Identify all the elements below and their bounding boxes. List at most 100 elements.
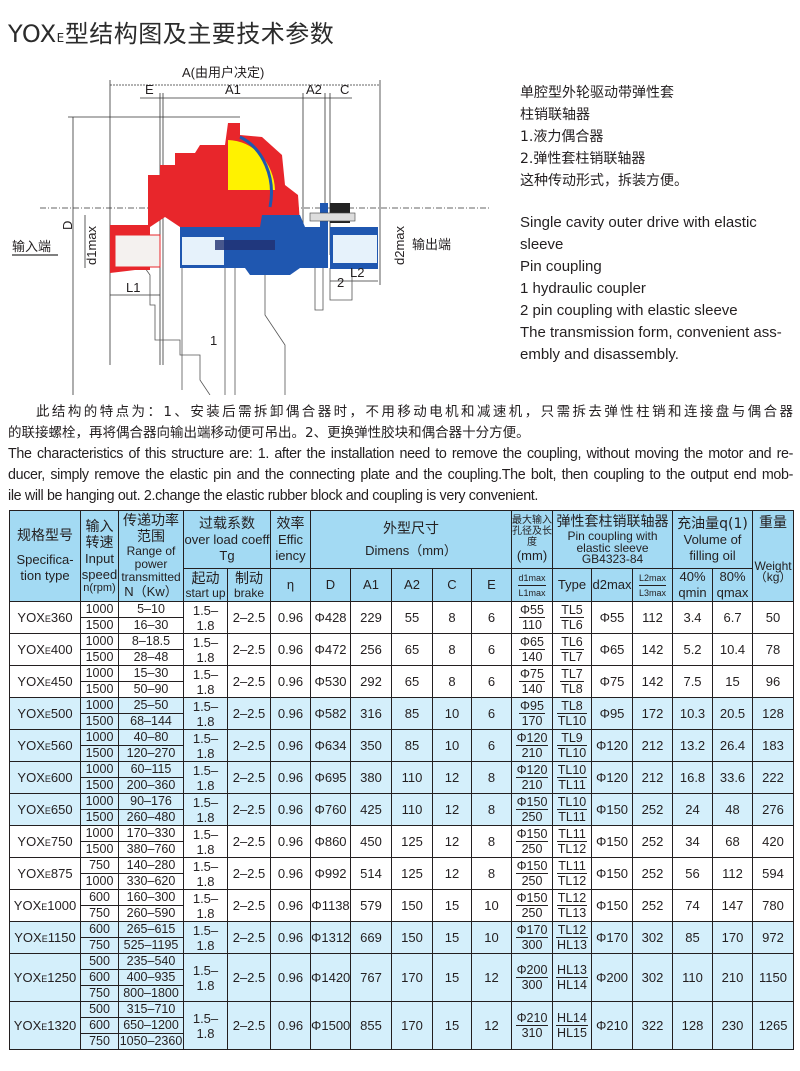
header-speed: 输入转速 Input speed n(rpm) bbox=[80, 510, 119, 602]
header-oil: 充油量q(1) Volume of filling oil bbox=[672, 510, 754, 569]
header-d2max: d2max bbox=[591, 568, 633, 602]
header-a2: A2 bbox=[391, 568, 433, 602]
label-a: A(由用户决定) bbox=[182, 65, 264, 80]
table-row: YOXE1150 600 750 265–615 525–1195 1.5–1.8 2–2.… bbox=[9, 921, 795, 954]
l2-cell: 252 bbox=[631, 825, 674, 858]
label-a1: A1 bbox=[225, 82, 241, 97]
qmin-cell: 10.3 bbox=[672, 697, 714, 730]
c-cell: 8 bbox=[432, 633, 472, 666]
speed-cell: 1000 1500 bbox=[80, 633, 119, 666]
e-cell: 6 bbox=[471, 697, 512, 730]
e-cell: 12 bbox=[471, 1001, 512, 1050]
c-cell: 10 bbox=[432, 729, 472, 762]
header-bore: 最大输入孔径及长度 (mm) bbox=[511, 510, 553, 569]
a2-cell: 65 bbox=[391, 633, 433, 666]
dimension-lines bbox=[12, 80, 490, 395]
qmax-cell: 230 bbox=[712, 1001, 754, 1050]
header-e: E bbox=[471, 568, 512, 602]
label-part-1: 1 bbox=[210, 333, 217, 348]
brake-coeff-cell: 2–2.5 bbox=[227, 697, 271, 730]
power-cell: 90–176 260–480 bbox=[118, 793, 184, 826]
label-c: C bbox=[340, 82, 349, 97]
power-cell: 235–540 400–935 800–1800 bbox=[118, 953, 184, 1002]
label-l2: L2 bbox=[350, 265, 364, 280]
a2-cell: 170 bbox=[391, 953, 433, 1002]
weight-cell: 50 bbox=[752, 601, 795, 634]
e-cell: 10 bbox=[471, 889, 512, 922]
weight-cell: 780 bbox=[752, 889, 795, 922]
c-cell: 15 bbox=[432, 889, 472, 922]
a2-cell: 170 bbox=[391, 1001, 433, 1050]
model-cell: YOXE600 bbox=[9, 761, 81, 794]
a1-cell: 579 bbox=[350, 889, 392, 922]
weight-cell: 1150 bbox=[752, 953, 795, 1002]
a2-cell: 65 bbox=[391, 665, 433, 698]
e-cell: 12 bbox=[471, 953, 512, 1002]
start-coeff-cell: 1.5–1.8 bbox=[183, 921, 228, 954]
d-cell: Φ582 bbox=[310, 697, 351, 730]
coupling-body bbox=[110, 123, 378, 275]
e-cell: 6 bbox=[471, 665, 512, 698]
a2-cell: 85 bbox=[391, 697, 433, 730]
qmin-cell: 128 bbox=[672, 1001, 714, 1050]
model-cell: YOXE400 bbox=[9, 633, 81, 666]
header-efficiency: 效率 Effic iency bbox=[270, 510, 311, 569]
power-cell: 170–330 380–760 bbox=[118, 825, 184, 858]
d-cell: Φ860 bbox=[310, 825, 351, 858]
qmin-cell: 16.8 bbox=[672, 761, 714, 794]
type-cell: TL6 TL7 bbox=[552, 633, 592, 666]
header-d1max-l1max: d1max L1max bbox=[511, 568, 553, 602]
a2-cell: 150 bbox=[391, 889, 433, 922]
weight-cell: 96 bbox=[752, 665, 795, 698]
e-cell: 6 bbox=[471, 729, 512, 762]
table-row: YOXE1320 500 600 750 315–710 650–1200 1050–236… bbox=[9, 1001, 795, 1050]
d2max-cell: Φ200 bbox=[591, 953, 633, 1002]
power-cell: 265–615 525–1195 bbox=[118, 921, 184, 954]
model-cell: YOXE750 bbox=[9, 825, 81, 858]
brake-coeff-cell: 2–2.5 bbox=[227, 761, 271, 794]
l2-cell: 302 bbox=[631, 921, 674, 954]
c-cell: 12 bbox=[432, 857, 472, 890]
start-coeff-cell: 1.5–1.8 bbox=[183, 697, 228, 730]
model-cell: YOXE560 bbox=[9, 729, 81, 762]
weight-cell: 1265 bbox=[752, 1001, 795, 1050]
a1-cell: 767 bbox=[350, 953, 392, 1002]
model-cell: YOXE650 bbox=[9, 793, 81, 826]
bore-cell: Φ65 140 bbox=[511, 633, 553, 666]
qmax-cell: 210 bbox=[712, 953, 754, 1002]
start-coeff-cell: 1.5–1.8 bbox=[183, 601, 228, 634]
header-d: D bbox=[310, 568, 351, 602]
model-cell: YOXE1000 bbox=[9, 889, 81, 922]
bore-cell: Φ150 250 bbox=[511, 889, 553, 922]
header-c: C bbox=[432, 568, 472, 602]
model-cell: YOXE875 bbox=[9, 857, 81, 890]
table-row: YOXE400 1000 1500 8–18.5 28–48 1.5–1.8 2–2.5 0.… bbox=[9, 633, 795, 666]
model-cell: YOXE450 bbox=[9, 665, 81, 698]
weight-cell: 594 bbox=[752, 857, 795, 890]
type-cell: HL13 HL14 bbox=[552, 953, 592, 1002]
table-row: YOXE1250 500 600 750 235–540 400–935 800–1800 1… bbox=[9, 953, 795, 1002]
power-cell: 15–30 50–90 bbox=[118, 665, 184, 698]
d-cell: Φ428 bbox=[310, 601, 351, 634]
qmin-cell: 110 bbox=[672, 953, 714, 1002]
speed-cell: 1000 1500 bbox=[80, 601, 119, 634]
qmax-cell: 6.7 bbox=[712, 601, 754, 634]
spec-table: 规格型号 Specifica-tion type 输入转速 Input speed n… bbox=[9, 510, 795, 1050]
qmax-cell: 26.4 bbox=[712, 729, 754, 762]
speed-cell: 500 600 750 bbox=[80, 953, 119, 1002]
speed-cell: 1000 1500 bbox=[80, 825, 119, 858]
bore-cell: Φ95 170 bbox=[511, 697, 553, 730]
header-qmin: 40% qmin bbox=[672, 568, 714, 602]
d2max-cell: Φ55 bbox=[591, 601, 633, 634]
c-cell: 12 bbox=[432, 825, 472, 858]
weight-cell: 276 bbox=[752, 793, 795, 826]
table-row: YOXE450 1000 1500 15–30 50–90 1.5–1.8 2–2.5 0.9… bbox=[9, 665, 795, 698]
d-cell: Φ634 bbox=[310, 729, 351, 762]
d2max-cell: Φ150 bbox=[591, 793, 633, 826]
l2-cell: 252 bbox=[631, 889, 674, 922]
type-cell: TL5 TL6 bbox=[552, 601, 592, 634]
a2-cell: 55 bbox=[391, 601, 433, 634]
table-row: YOXE875 750 1000 140–280 330–620 1.5–1.8 2–2.5… bbox=[9, 857, 795, 890]
header-spec: 规格型号 Specifica-tion type bbox=[9, 510, 81, 602]
d-cell: Φ760 bbox=[310, 793, 351, 826]
